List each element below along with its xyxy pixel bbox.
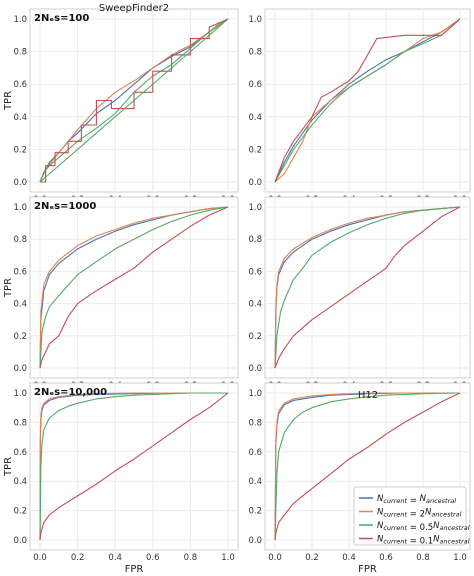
series-line-N_current_05N_anc (39, 392, 228, 541)
series-line-N_current_05N_anc (39, 18, 229, 183)
series-line-N_current_01N_anc (274, 392, 461, 541)
y-tick-label: 0.0 (248, 178, 262, 188)
y-tick-label: 0.4 (13, 113, 27, 123)
series-line-N_current_01N_anc (39, 392, 229, 541)
legend-box (353, 486, 467, 546)
series-line-N_current_05N_anc (39, 206, 229, 369)
series-line-N_current_2N_anc (274, 392, 460, 541)
y-tick-label: 0.0 (13, 364, 27, 374)
y-tick-label: 0.2 (13, 332, 27, 342)
y-tick-label: 1.0 (248, 15, 262, 25)
y-axis-label: TPR (3, 457, 14, 477)
panel-4: 0.00.20.40.60.81.00.00.20.40.60.81.0 (248, 196, 471, 391)
panel-5: 0.0 0.2 0.4 0.6 0.8 1.0 0.0 0.2 0.4 0.6 0.8 1.0 TPR F… (3, 382, 239, 575)
y-tick-label: 0.0 (13, 536, 27, 546)
x-tick-label: 0.2 (305, 553, 319, 563)
selection-annotation: 2Nₑs=100 (34, 13, 89, 24)
panel-frame (264, 196, 471, 379)
x-tick-label: 1.0 (453, 553, 467, 563)
y-tick-label: 0.0 (13, 178, 27, 188)
y-tick-label: 0.2 (13, 507, 27, 517)
x-axis-label: FPR (125, 564, 144, 575)
y-tick-label: 0.4 (248, 300, 262, 310)
x-tick-label: 0.0 (268, 553, 282, 563)
y-tick-label: 0.8 (248, 418, 262, 428)
y-tick-label: 0.8 (248, 48, 262, 58)
x-tick-label: 0.4 (108, 553, 122, 563)
x-tick-label: 0.8 (184, 553, 198, 563)
x-tick-label: 0.8 (416, 553, 430, 563)
y-tick-label: 0.6 (13, 448, 27, 458)
selection-annotation: 2Nₑs=1000 (34, 201, 96, 212)
selection-annotation: 2Nₑs=10,000 (34, 387, 107, 398)
x-axis-label: FPR (358, 564, 377, 575)
series-line-N_current_eq_N_anc (274, 18, 461, 183)
y-tick-label: 0.4 (13, 477, 27, 487)
panel-frame (264, 8, 471, 193)
x-tick-label: 1.0 (221, 553, 235, 563)
series-line-N_current_05N_anc (274, 392, 461, 541)
series-line-N_current_01N_anc (39, 206, 229, 369)
y-tick-label: 1.0 (13, 15, 27, 25)
y-axis-label: TPR (3, 278, 14, 298)
panel-6: 0.0 0.2 0.4 0.6 0.8 1.0 0.0 0.2 0.4 0.6 0.8 1.0 FPR H… (248, 382, 471, 575)
x-tick-label: 0.4 (342, 553, 356, 563)
legend-entry: Ncurrent = 0.5Nancestral (377, 521, 470, 533)
x-tick-label: 0.0 (33, 553, 47, 563)
column-title: SweepFinder2 (99, 3, 169, 14)
y-tick-label: 1.0 (13, 203, 27, 213)
y-tick-label: 0.4 (248, 477, 262, 487)
y-tick-label: 0.2 (248, 145, 262, 155)
y-tick-label: 0.4 (248, 113, 262, 123)
panel-1: 0.00.20.40.60.81.00.00.20.40.60.81.0TPRS… (3, 3, 239, 205)
y-tick-label: 0.6 (248, 267, 262, 277)
legend: Ncurrent = Nancestral Ncurrent = 2Nancest… (353, 486, 470, 547)
panels: 0.0 0.2 0.4 0.6 0.8 1.0 0.0 0.2 0.4 0.6 0.8 1.0 TPR S… (3, 3, 471, 575)
series-line-N_current_2N_anc (39, 392, 228, 541)
y-tick-label: 0.2 (248, 332, 262, 342)
y-tick-label: 0.6 (13, 80, 27, 90)
legend-entry: Ncurrent = 2Nancestral (377, 508, 462, 520)
x-tick-label: 0.6 (379, 553, 393, 563)
y-tick-label: 0.8 (248, 235, 262, 245)
x-tick-label: 0.2 (71, 553, 85, 563)
y-tick-label: 1.0 (248, 389, 262, 399)
x-tick-label: 0.6 (146, 553, 160, 563)
y-tick-label: 0.8 (13, 418, 27, 428)
panel-3: 0.00.20.40.60.81.00.00.20.40.60.81.0TPR2… (3, 196, 239, 391)
y-tick-label: 0.2 (13, 145, 27, 155)
y-tick-label: 0.8 (13, 235, 27, 245)
legend-entry: Ncurrent = 0.1Nancestral (377, 535, 470, 547)
panel-2: 0.00.20.40.60.81.00.00.20.40.60.81.0 (248, 8, 471, 205)
y-tick-label: 0.4 (13, 300, 27, 310)
y-tick-label: 0.6 (13, 267, 27, 277)
y-tick-label: 1.0 (248, 203, 262, 213)
y-tick-label: 0.2 (248, 507, 262, 517)
y-tick-label: 0.0 (248, 536, 262, 546)
series-line-N_current_01N_anc (274, 206, 461, 369)
panel-frame (29, 196, 239, 379)
series-line-N_current_05N_anc (274, 206, 461, 369)
y-tick-label: 0.0 (248, 364, 262, 374)
y-tick-label: 1.0 (13, 389, 27, 399)
series-line-N_current_05N_anc (274, 18, 461, 183)
column-title: H12 (358, 390, 378, 401)
y-axis-label: TPR (3, 91, 14, 111)
series-line-N_current_2N_anc (39, 206, 229, 369)
y-tick-label: 0.6 (248, 448, 262, 458)
legend-entry: Ncurrent = Nancestral (377, 494, 456, 506)
panel-frame (29, 382, 239, 551)
series-line-N_current_01N_anc (274, 18, 461, 183)
y-tick-label: 0.8 (13, 48, 27, 58)
y-tick-label: 0.6 (248, 80, 262, 90)
